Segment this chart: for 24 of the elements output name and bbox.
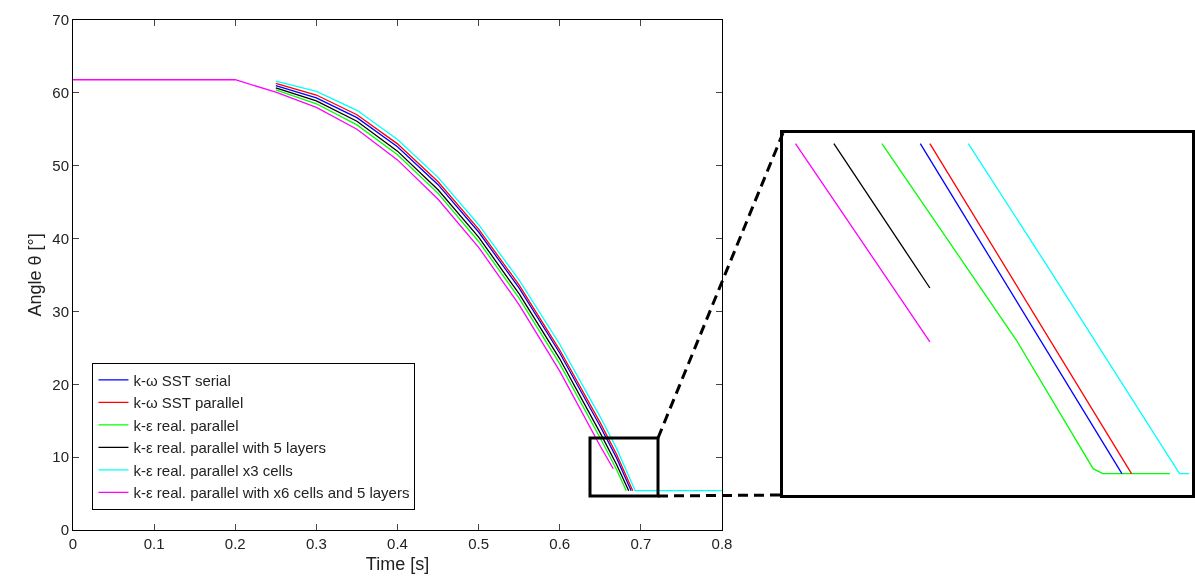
legend-label: k-ω SST parallel [133, 394, 244, 412]
x-tick-label: 0.4 [387, 535, 408, 552]
x-tick-label: 0.8 [711, 535, 733, 552]
y-tick-label: 70 [52, 11, 69, 29]
x-tick-label: 0.2 [224, 535, 246, 552]
x-axis-title: Time [s] [365, 554, 430, 575]
x-tick-label: 0.5 [468, 535, 490, 552]
y-tick-label: 30 [52, 302, 69, 320]
legend-label: k-ε real. parallel with 5 layers [133, 439, 327, 457]
y-tick-label: 40 [52, 229, 69, 247]
legend-label: k-ε real. parallel with x6 cells and 5 layers [133, 484, 410, 502]
y-tick-label: 20 [52, 375, 69, 393]
legend-label: k-ε real. parallel x3 cells [133, 461, 293, 479]
x-tick-label: 0.6 [549, 535, 571, 552]
y-axis-title: Angle θ [°] [24, 233, 45, 317]
y-tick-label: 60 [52, 84, 69, 102]
legend-label: k-ε real. parallel [133, 416, 239, 434]
x-tick-label: 0.7 [630, 535, 652, 552]
y-tick-label: 10 [52, 448, 69, 466]
y-tick-label: 50 [52, 156, 69, 174]
legend-label: k-ω SST serial [133, 371, 231, 389]
x-tick-label: 0.3 [305, 535, 327, 552]
x-tick-label: 0.1 [143, 535, 165, 552]
y-tick-label: 0 [60, 521, 69, 539]
